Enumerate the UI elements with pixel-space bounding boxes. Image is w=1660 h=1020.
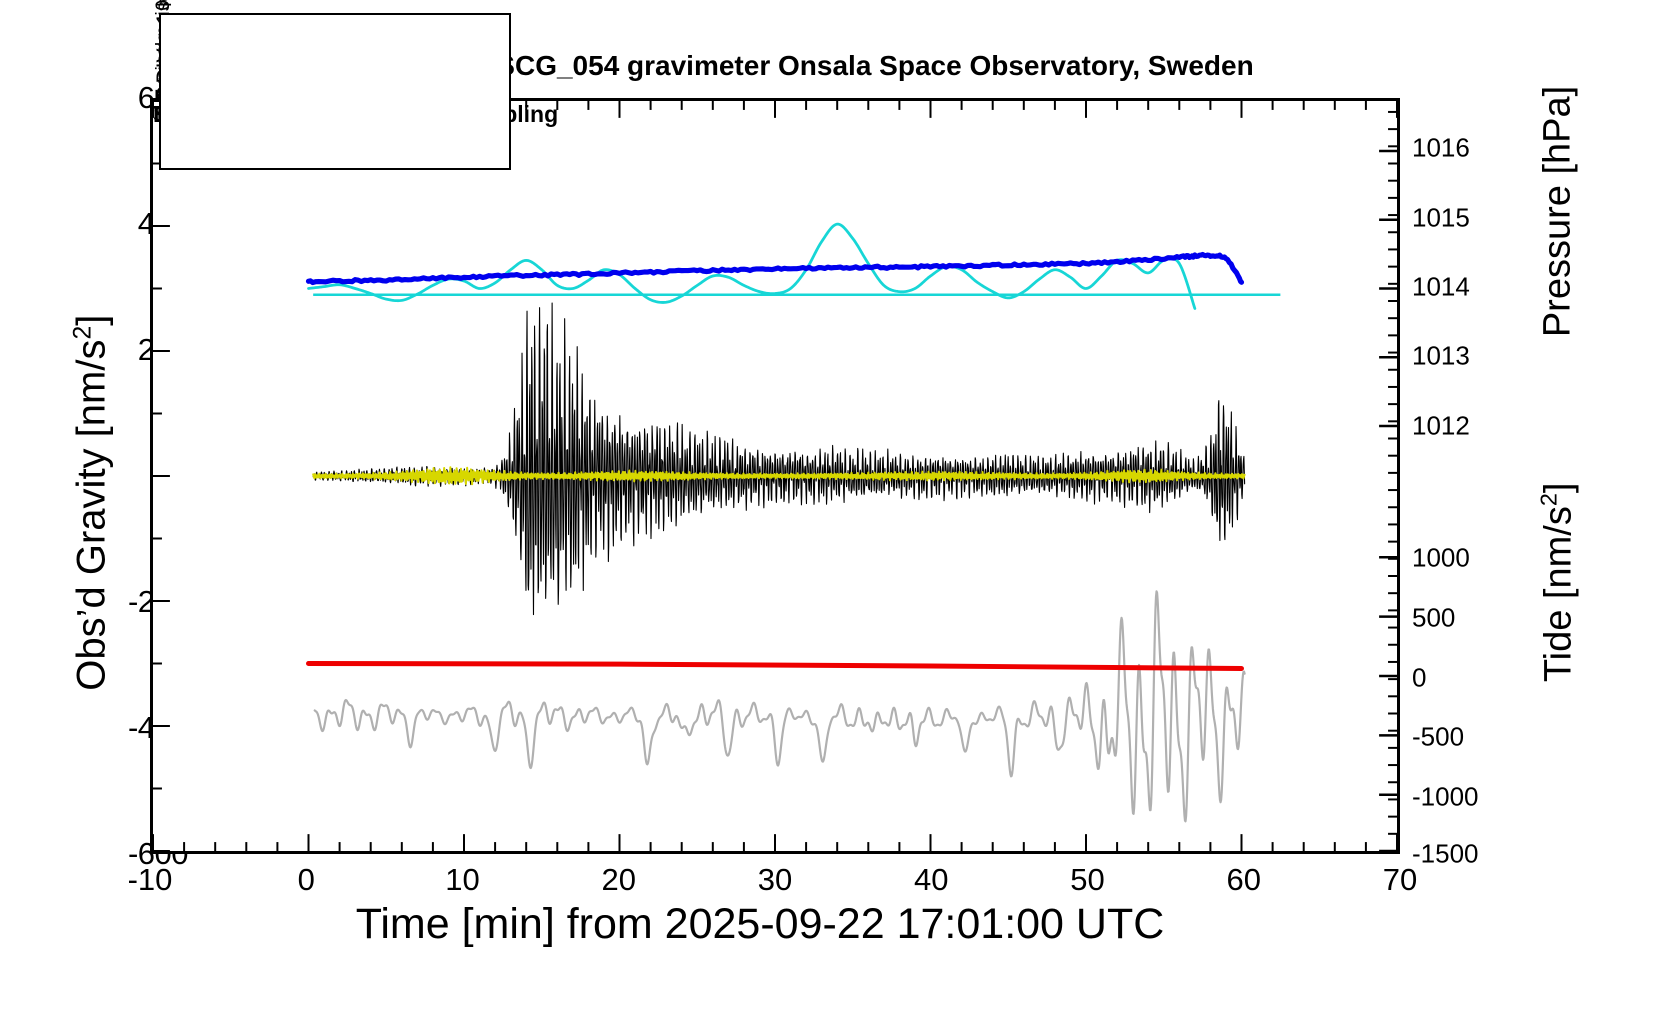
x-tick-label: 40 <box>914 862 949 897</box>
x-axis-label: Time [min] from 2025-09-22 17:01:00 UTC <box>355 900 1165 948</box>
pressure-series <box>305 251 1245 286</box>
y-tick-label-pressure: 1014 <box>1412 271 1470 302</box>
last10min-series <box>313 590 1246 823</box>
y-tick-label-tide: 1000 <box>1412 542 1470 573</box>
y-tick-label-tide: -1500 <box>1412 838 1479 869</box>
y-tick-label-pressure: 1013 <box>1412 340 1470 371</box>
legend <box>159 13 511 170</box>
x-tick-label: 60 <box>1226 862 1261 897</box>
x-tick-label: 30 <box>757 862 793 897</box>
y-axis-label-tide: Tide [nm/s2] <box>1535 482 1580 683</box>
y-tick-label-tide: 0 <box>1412 662 1427 693</box>
y-tick-label-pressure: 1012 <box>1412 410 1470 441</box>
x-tick-label: -10 <box>127 862 173 897</box>
x-tick-label: 50 <box>1070 862 1105 897</box>
y-tick-label-tide: -500 <box>1412 721 1465 752</box>
theor-tide-series <box>306 661 1244 671</box>
yellow-overlay-series <box>312 466 1246 486</box>
axis-ticks-group <box>153 101 1397 851</box>
y-axis-label-pressure: Pressure [hPa] <box>1536 85 1579 338</box>
plot-area: Stand-in barom. 20m 1 DIV = 1 hPa/h aver… <box>150 0 1400 854</box>
page-title: SCG_054 gravimeter Onsala Space Observat… <box>496 50 1254 81</box>
y-tick-label-tide: 500 <box>1412 602 1456 633</box>
y-tick-label-pressure: 1016 <box>1412 132 1470 163</box>
residual-series <box>312 302 1246 616</box>
x-tick-label: 70 <box>1382 862 1418 897</box>
y-tick-label-tide: -1000 <box>1412 781 1479 812</box>
x-tick-label: 0 <box>297 862 315 897</box>
x-tick-label: 20 <box>601 862 636 897</box>
plot-svg <box>153 101 1397 851</box>
y-tick-label-pressure: 1015 <box>1412 202 1470 233</box>
y-axis-label-left: Obs’d Gravity [nm/s2] <box>69 314 114 691</box>
x-tick-label: 10 <box>445 862 480 897</box>
